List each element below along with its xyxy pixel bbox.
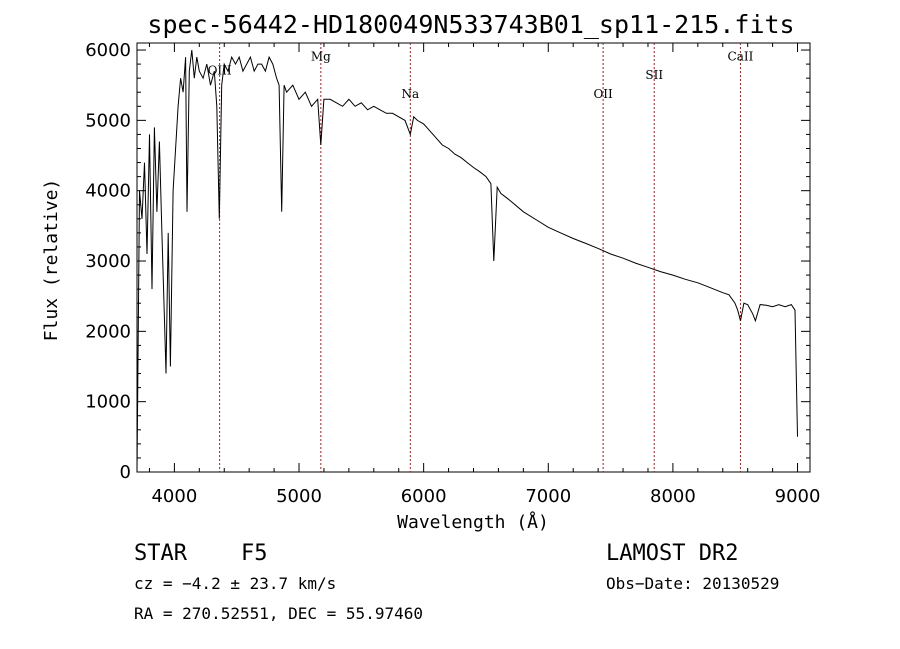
- y-axis-label: Flux (relative): [41, 179, 62, 342]
- x-tick-label: 5000: [276, 486, 322, 507]
- obs-date: Obs−Date: 20130529: [606, 574, 779, 593]
- chart-title: spec-56442-HD180049N533743B01_sp11-215.f…: [147, 10, 794, 39]
- survey-name: LAMOST DR2: [606, 541, 738, 566]
- x-tick-label: 4000: [151, 486, 197, 507]
- x-axis-label: Wavelength (Å): [397, 511, 549, 533]
- redshift-readout: cz = −4.2 ± 23.7 km/s: [134, 574, 336, 593]
- y-tick-label: 6000: [85, 40, 131, 61]
- reference-label-mg: Mg: [311, 50, 331, 64]
- y-tick-label: 5000: [85, 110, 131, 131]
- y-tick-label: 0: [120, 462, 131, 483]
- x-tick-label: 7000: [525, 486, 571, 507]
- y-tick-label: 4000: [85, 181, 131, 202]
- y-axis-ticks: 0 1000 2000 3000 4000 5000 6000: [85, 40, 810, 483]
- x-axis-ticks: 4000 5000 6000 7000 8000 9000: [148, 43, 821, 507]
- reference-label-oii: OII: [593, 87, 613, 101]
- y-tick-label: 2000: [85, 321, 131, 342]
- y-tick-label: 1000: [85, 392, 131, 413]
- x-tick-label: 8000: [650, 486, 696, 507]
- subclass: F5: [241, 541, 268, 566]
- coordinates: RA = 270.52551, DEC = 55.97460: [134, 604, 423, 623]
- y-tick-label: 3000: [85, 251, 131, 272]
- x-tick-label: 6000: [401, 486, 447, 507]
- reference-label-sii: SII: [645, 68, 663, 82]
- reference-label-na: Na: [401, 87, 419, 101]
- spectrum-line: [136, 49, 798, 473]
- reference-label-caii: CaII: [728, 50, 754, 64]
- reference-lines: [219, 43, 741, 472]
- plot-frame: [136, 42, 811, 473]
- object-type: STAR: [134, 541, 188, 566]
- x-tick-label: 9000: [775, 486, 821, 507]
